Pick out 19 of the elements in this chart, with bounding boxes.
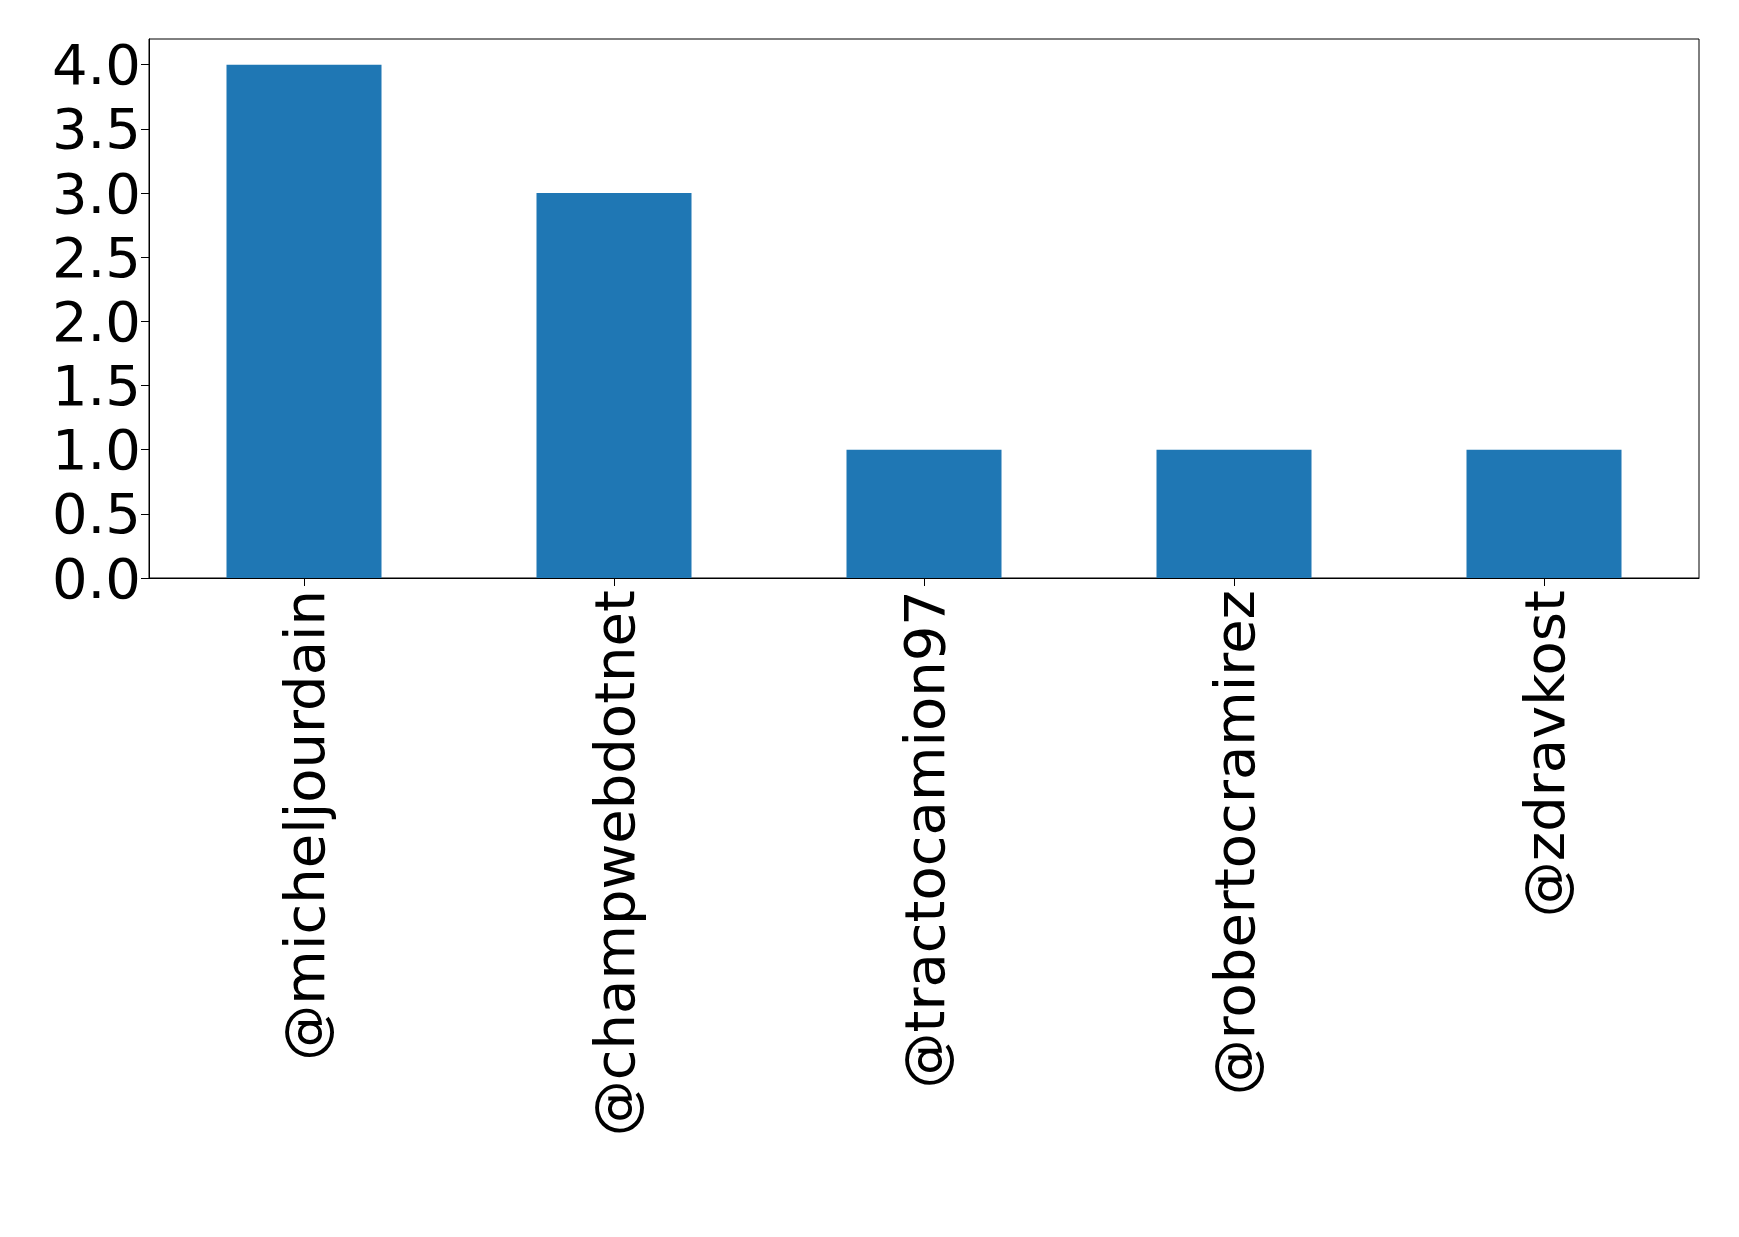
x-tick-label: @micheljourdain bbox=[271, 590, 337, 1061]
y-tick-label: 0.5 bbox=[51, 481, 141, 547]
bar bbox=[226, 64, 382, 578]
bar bbox=[536, 193, 692, 578]
y-tick-label: 1.0 bbox=[51, 417, 141, 483]
y-tick-label: 3.5 bbox=[51, 96, 141, 162]
y-tick-label: 1.5 bbox=[51, 353, 141, 418]
bar bbox=[1466, 449, 1622, 578]
x-tick-label: @champwebdotnet bbox=[581, 590, 647, 1137]
bar bbox=[1156, 449, 1312, 578]
x-tick-label: @robertocramirez bbox=[1201, 590, 1267, 1096]
x-tick-label: @tractocamion97 bbox=[891, 590, 957, 1089]
y-tick-label: 3.0 bbox=[51, 160, 141, 226]
y-tick-label: 2.5 bbox=[51, 224, 141, 290]
y-tick-label: 0.0 bbox=[51, 545, 141, 611]
bar bbox=[846, 449, 1002, 578]
x-tick-label: @zdravkost bbox=[1511, 590, 1577, 918]
y-tick-label: 2.0 bbox=[51, 288, 141, 354]
y-tick-label: 4.0 bbox=[51, 32, 141, 98]
